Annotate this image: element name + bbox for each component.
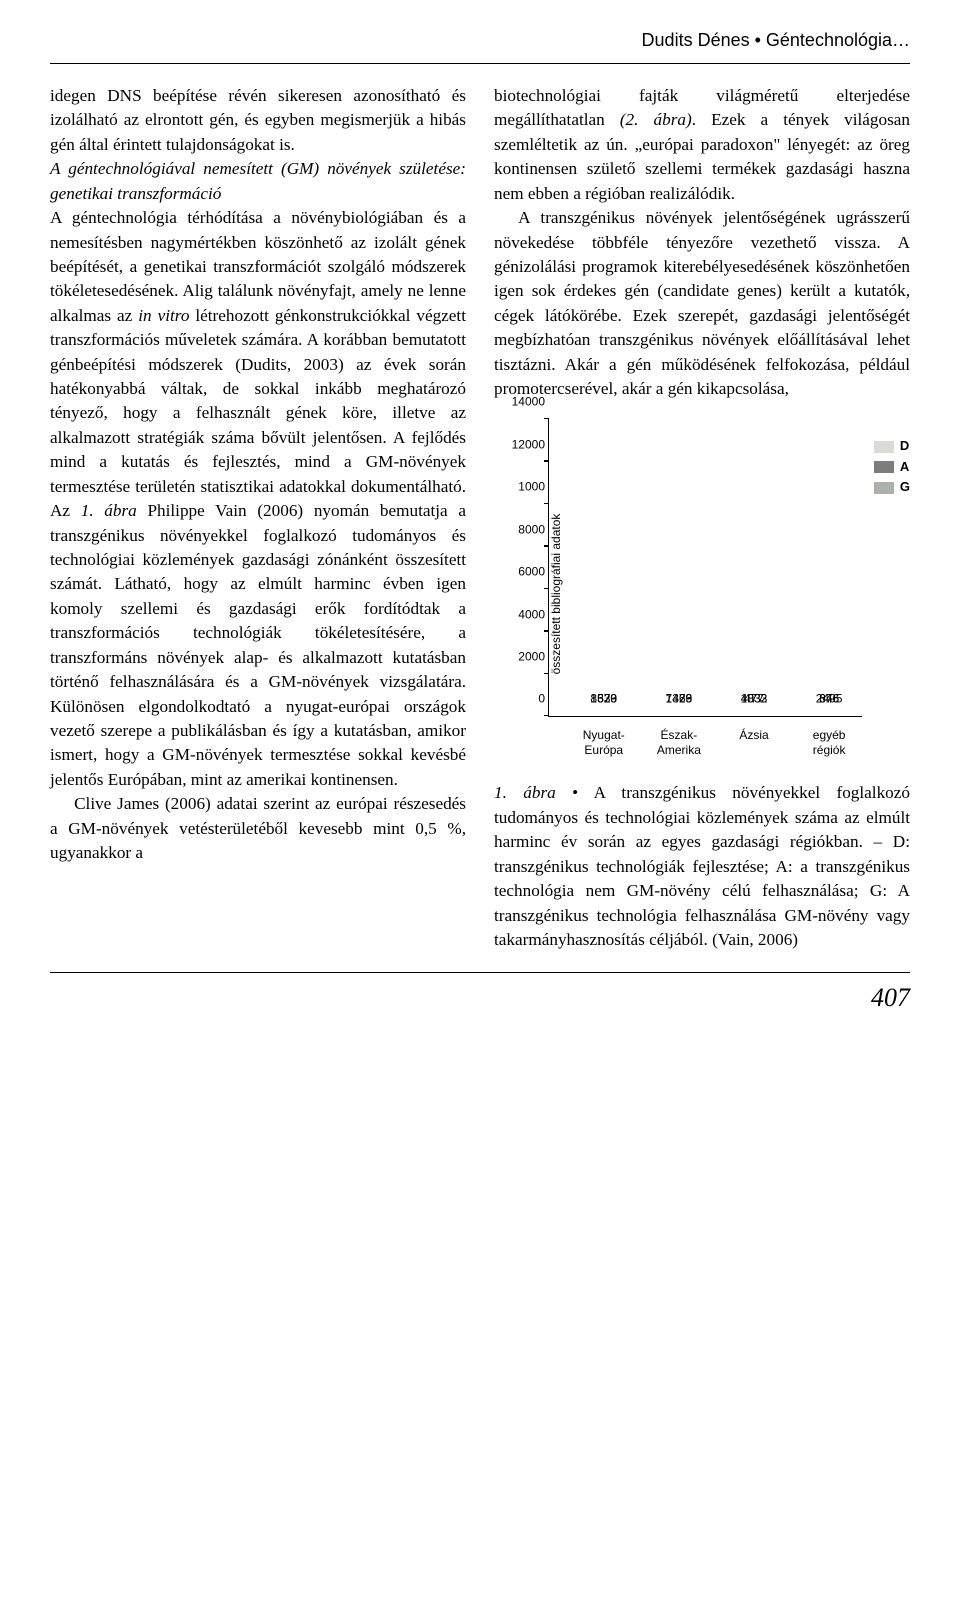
legend-row: G	[874, 478, 910, 496]
stacked-bar-chart: összesített bibliográfiai adatok 0200040…	[494, 419, 910, 769]
legend-swatch	[874, 461, 894, 473]
bar-value-label: 376	[806, 691, 853, 708]
legend-row: A	[874, 458, 910, 476]
left-p3: Clive James (2006) adatai szerint az eur…	[50, 792, 466, 865]
x-category-label: Nyugat-Európa	[569, 728, 639, 757]
legend-label: D	[900, 437, 909, 455]
figure-caption: 1. ábra • A transzgénikus növényekkel fo…	[494, 781, 910, 952]
y-tick-mark	[544, 673, 549, 675]
top-rule	[50, 63, 910, 64]
y-tick-label: 6000	[505, 564, 545, 581]
caption-text: • A transzgénikus növényekkel foglalkozó…	[494, 783, 910, 949]
y-tick-label: 14000	[505, 394, 545, 411]
legend: DAG	[874, 437, 910, 498]
y-tick-label: 8000	[505, 521, 545, 538]
y-tick-mark	[544, 630, 549, 632]
legend-row: D	[874, 437, 910, 455]
y-tick-label: 0	[505, 691, 545, 708]
left-p1: idegen DNS beépítése révén sikeresen azo…	[50, 84, 466, 157]
bar-value-label: 477	[731, 691, 778, 708]
y-tick-label: 12000	[505, 436, 545, 453]
y-tick-mark	[544, 418, 549, 420]
x-category-label: egyébrégiók	[794, 728, 864, 757]
left-column: idegen DNS beépítése révén sikeresen azo…	[50, 84, 466, 952]
running-header: Dudits Dénes • Géntechnológia…	[50, 30, 910, 51]
content-columns: idegen DNS beépítése révén sikeresen azo…	[50, 84, 910, 952]
left-p2-italic1: in vitro	[138, 306, 189, 325]
y-tick-label: 1000	[505, 479, 545, 496]
left-p2b: létrehozott génkonstrukciókkal végzett t…	[50, 306, 466, 520]
legend-swatch	[874, 441, 894, 453]
y-tick-label: 4000	[505, 606, 545, 623]
legend-swatch	[874, 482, 894, 494]
x-category-label: Észak-Amerika	[644, 728, 714, 757]
y-tick-mark	[544, 588, 549, 590]
left-subhead: A géntechnológiával nemesített (GM) növé…	[50, 157, 466, 206]
right-p1-italic: (2. ábra)	[620, 110, 692, 129]
left-p2-italic2: 1. ábra	[81, 501, 137, 520]
legend-label: G	[900, 478, 910, 496]
bottom-rule	[50, 972, 910, 973]
y-tick-mark	[544, 545, 549, 547]
x-category-label: Ázsia	[719, 728, 789, 742]
bar-value-label: 1426	[655, 691, 702, 708]
left-p2: A géntechnológia térhódítása a növénybio…	[50, 206, 466, 792]
plot-area: 0200040006000800010001200014000167083291…	[548, 419, 862, 717]
page-number: 407	[50, 983, 910, 1013]
caption-lead: 1. ábra	[494, 783, 556, 802]
right-p2: A transzgénikus növények jelentőségének …	[494, 206, 910, 401]
right-p1: biotechnológiai fajták világméretű elter…	[494, 84, 910, 206]
left-p2c: Philippe Vain (2006) nyomán bemutatja a …	[50, 501, 466, 789]
legend-label: A	[900, 458, 909, 476]
right-column: biotechnológiai fajták világméretű elter…	[494, 84, 910, 952]
y-tick-mark	[544, 715, 549, 717]
y-tick-label: 2000	[505, 649, 545, 666]
y-tick-mark	[544, 503, 549, 505]
bar-value-label: 1533	[580, 691, 627, 708]
y-tick-mark	[544, 460, 549, 462]
figure-1: összesített bibliográfiai adatok 0200040…	[494, 419, 910, 769]
